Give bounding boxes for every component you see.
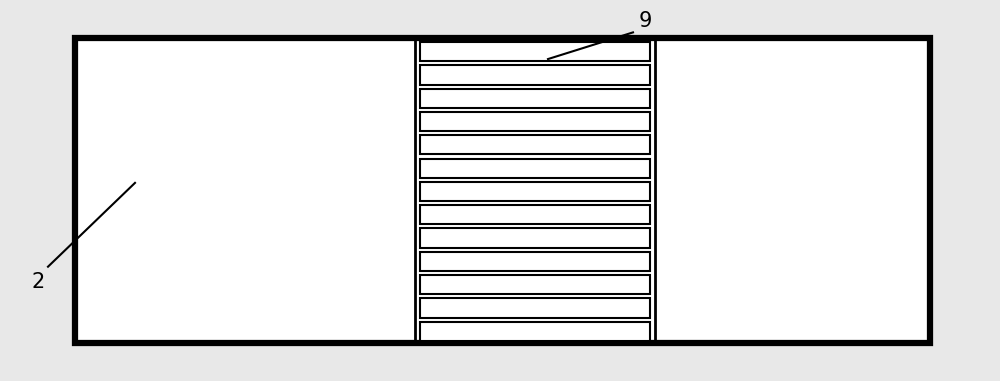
Bar bbox=[420, 66, 650, 85]
Bar bbox=[420, 89, 650, 108]
Bar bbox=[420, 298, 650, 317]
Bar bbox=[420, 182, 650, 201]
Bar bbox=[420, 275, 650, 294]
Bar bbox=[420, 112, 650, 131]
Bar bbox=[420, 322, 650, 341]
Bar bbox=[75, 38, 930, 343]
Bar bbox=[420, 229, 650, 248]
Bar bbox=[420, 158, 650, 178]
Text: 2: 2 bbox=[31, 272, 45, 292]
Bar bbox=[420, 42, 650, 61]
Text: 9: 9 bbox=[638, 11, 652, 31]
Bar bbox=[420, 135, 650, 154]
Bar bbox=[420, 205, 650, 224]
Bar bbox=[420, 252, 650, 271]
